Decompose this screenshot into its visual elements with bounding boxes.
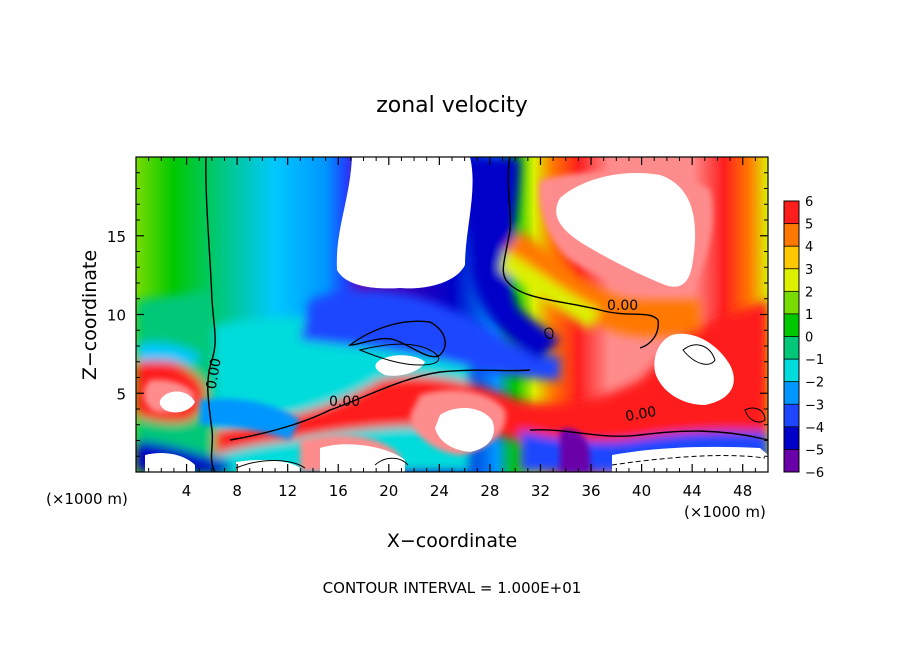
colorbar-segment [784, 223, 799, 247]
field-layer-warm-band [215, 300, 768, 455]
field-layer-yellow [500, 250, 600, 330]
x-tick-label: 44 [683, 482, 702, 500]
field-layer-blue-band [300, 290, 560, 380]
x-tick-label: 4 [182, 482, 192, 500]
y-tick-label: 5 [116, 385, 126, 403]
contour-labels: 0.00 0.00 0.00 0.00 [204, 298, 658, 425]
field-layer-purple-lower-mid [560, 428, 590, 472]
colorbar-segment [784, 313, 799, 337]
contour-label: 0.00 [607, 298, 638, 314]
colorbar-segment [784, 246, 799, 270]
colorbar-segment [784, 359, 799, 383]
contour-label: 0.00 [329, 394, 360, 410]
y-tick-label: 15 [107, 228, 126, 246]
colorbar-label: 5 [805, 218, 813, 233]
y-axis-label: Z−coordinate [79, 250, 101, 380]
colorbar-segment [784, 404, 799, 428]
x-tick-label: 8 [232, 482, 242, 500]
colorbar-label: −1 [805, 353, 824, 368]
x-tick-label: 16 [329, 482, 348, 500]
x-tick-label: 40 [632, 482, 651, 500]
x-tick-label: 48 [733, 482, 752, 500]
colorbar-label: −4 [805, 421, 824, 436]
x-axis-ticks: 4 8 12 16 20 24 28 32 36 40 44 48 [148, 157, 756, 500]
x-axis-unit-right: (×1000 m) [684, 503, 766, 521]
field-layer-left-cyan [136, 343, 200, 365]
colorbar-segment [784, 291, 799, 315]
colorbar-segment [784, 381, 799, 405]
colorbar-segment [784, 426, 799, 450]
x-tick-label: 20 [379, 482, 398, 500]
colorbar-label: 0 [805, 331, 813, 346]
colorbar-segment [784, 268, 799, 292]
colorbar-label: 2 [805, 285, 813, 300]
colorbar-label: −5 [805, 443, 824, 458]
colorbar-label: 6 [805, 195, 813, 210]
x-tick-label: 28 [480, 482, 499, 500]
y-tick-label: 10 [107, 307, 126, 325]
colorbar-label: −6 [805, 466, 824, 481]
x-axis-unit-left: (×1000 m) [46, 490, 128, 508]
contour-interval-footer: CONTOUR INTERVAL = 1.000E+01 [323, 579, 582, 597]
x-tick-label: 24 [430, 482, 449, 500]
x-tick-label: 36 [581, 482, 600, 500]
velocity-field [136, 157, 768, 472]
colorbar-label: −2 [805, 376, 824, 391]
contour-label: 0.00 [204, 357, 225, 390]
zero-contours [205, 157, 768, 472]
colorbar-label: 4 [805, 240, 813, 255]
chart-title: zonal velocity [376, 93, 528, 118]
x-axis-label: X−coordinate [387, 530, 517, 552]
x-tick-label: 12 [278, 482, 297, 500]
contour-label: 0.00 [624, 404, 657, 425]
colorbar: −6 −5 −4 −3 −2 −1 0 1 2 3 4 5 6 [783, 195, 824, 481]
field-layer-orange [505, 230, 700, 337]
colorbar-segment [784, 336, 799, 360]
colorbar-segment [784, 201, 799, 225]
colorbar-label: −3 [805, 398, 824, 413]
colorbar-label: 3 [805, 263, 813, 278]
x-tick-label: 32 [531, 482, 550, 500]
y-axis-ticks: 5 10 15 [107, 172, 768, 457]
colorbar-segment [784, 449, 799, 473]
saturated-regions [145, 157, 768, 472]
colorbar-label: 1 [805, 308, 813, 323]
